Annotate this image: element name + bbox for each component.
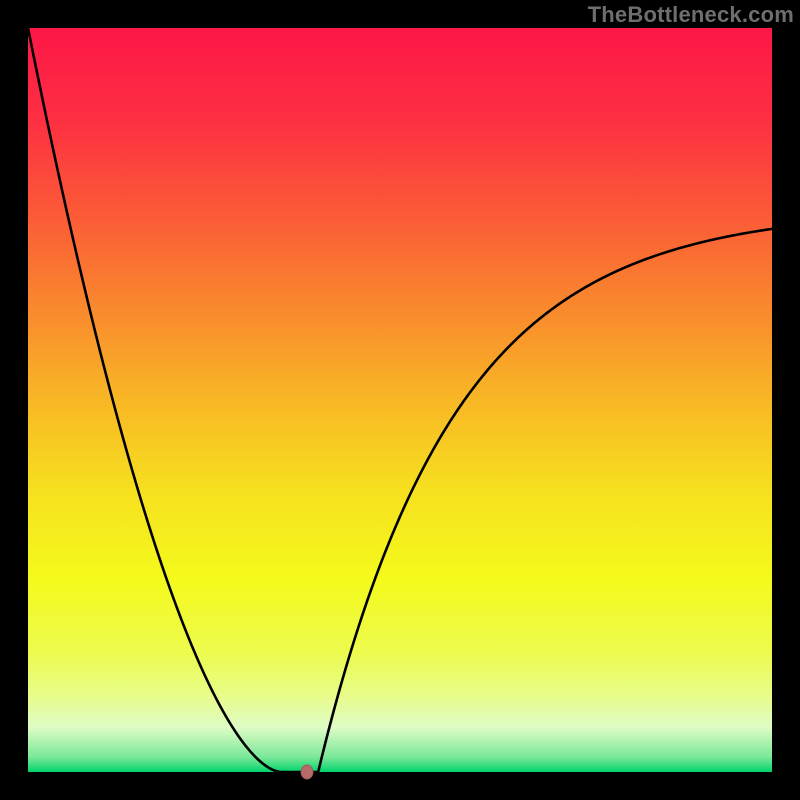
- bottleneck-chart: [0, 0, 800, 800]
- watermark-text: TheBottleneck.com: [588, 2, 794, 28]
- marker-dot: [301, 765, 313, 779]
- plot-background: [28, 28, 772, 772]
